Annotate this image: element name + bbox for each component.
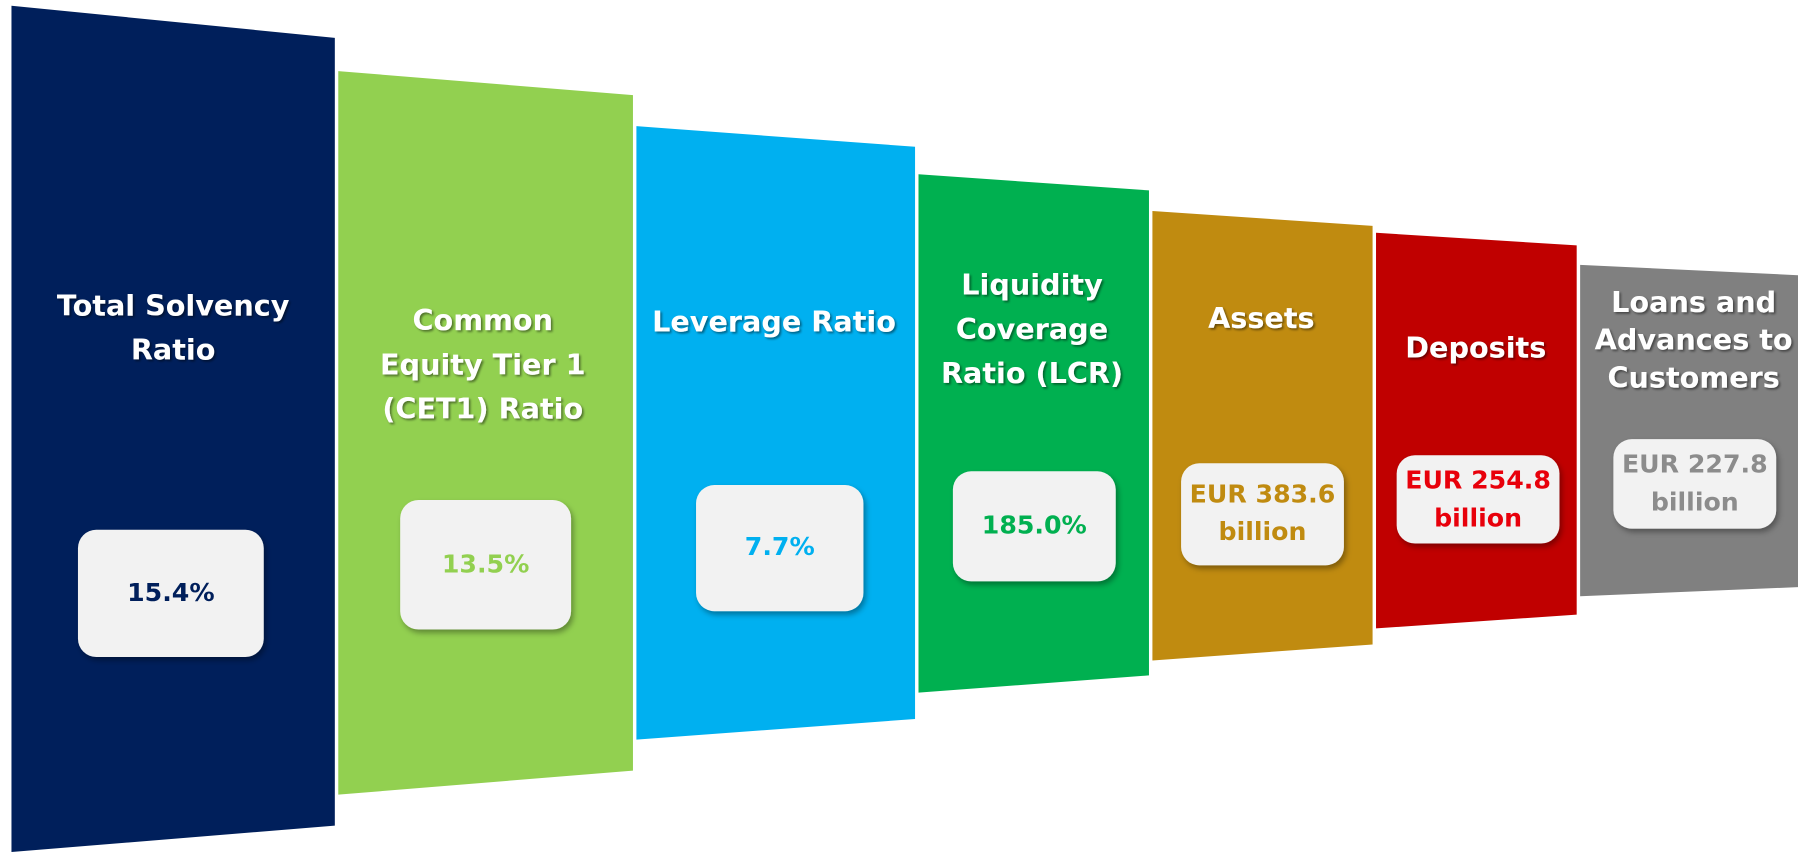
panel-title: Equity Tier 1 [380, 347, 586, 381]
panel-value: billion [1434, 503, 1522, 532]
panel-title: Loans and [1611, 285, 1776, 319]
panel-title: Customers [1607, 361, 1779, 395]
value-box [1613, 439, 1777, 529]
panel [1152, 210, 1373, 661]
panel [918, 174, 1149, 693]
panel-value: 7.7% [745, 532, 815, 561]
value-box [400, 499, 572, 630]
panel-title: Leverage Ratio [652, 304, 896, 338]
panel [636, 126, 916, 740]
panel-title: Deposits [1405, 331, 1546, 365]
value-box [952, 471, 1116, 582]
panel-title: Assets [1208, 301, 1314, 335]
panel-title: (CET1) Ratio [382, 392, 583, 426]
panel-value: 15.4% [127, 578, 215, 607]
panel-value: EUR 227.8 [1622, 450, 1768, 479]
panel-value: 185.0% [982, 510, 1087, 539]
panel-title: Ratio [131, 332, 216, 366]
panel-title: Advances to [1595, 323, 1793, 357]
panel-title: Liquidity [961, 268, 1103, 302]
value-box [1181, 463, 1344, 566]
panel-value: EUR 254.8 [1405, 466, 1551, 495]
panel-title: Coverage [956, 312, 1108, 346]
panel-value: 13.5% [442, 549, 530, 578]
panel [1376, 232, 1577, 629]
panel-title: Ratio (LCR) [941, 356, 1123, 390]
panel-value: billion [1651, 487, 1739, 516]
panel-title: Common [412, 303, 553, 337]
value-box [696, 485, 864, 612]
panel-value: billion [1219, 517, 1307, 546]
panel [338, 71, 633, 795]
panel-title: Total Solvency [57, 288, 290, 322]
value-box [77, 529, 264, 658]
panel [11, 5, 335, 852]
value-box [1396, 455, 1560, 544]
panel-value: EUR 383.6 [1190, 479, 1336, 508]
